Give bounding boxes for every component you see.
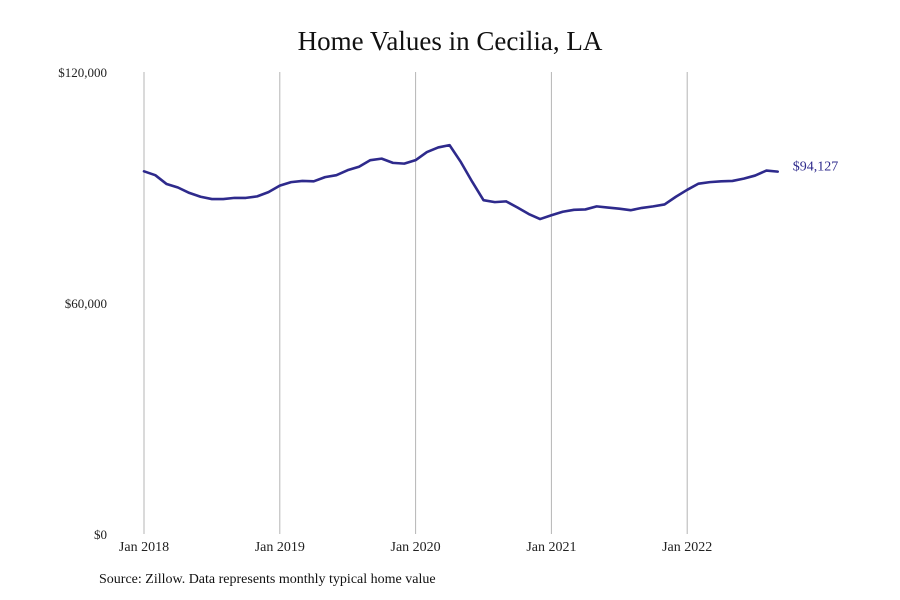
y-tick-label: $60,000 [65,296,107,311]
y-tick-label: $120,000 [58,65,107,80]
gridlines [143,72,688,534]
series-line [142,143,780,221]
chart-title: Home Values in Cecilia, LA [297,26,603,56]
series-line-group [142,143,780,221]
y-axis-ticks: $0 $60,000 $120,000 [58,65,107,542]
x-tick-label: Jan 2020 [391,540,441,555]
end-label-group: $94,127 [793,160,839,175]
x-tick-label: Jan 2022 [662,540,712,555]
x-tick-label: Jan 2018 [119,540,169,555]
x-tick-label: Jan 2021 [526,540,576,555]
x-axis-ticks: Jan 2018 Jan 2019 Jan 2020 Jan 2021 Jan 2022 [119,540,712,555]
end-value-label: $94,127 [793,160,839,175]
source-note: Source: Zillow. Data represents monthly … [99,572,436,587]
y-tick-label: $0 [94,527,107,542]
x-tick-label: Jan 2019 [255,540,305,555]
